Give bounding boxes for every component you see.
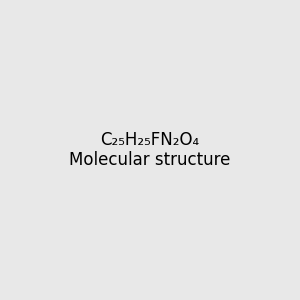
Text: C₂₅H₂₅FN₂O₄
Molecular structure: C₂₅H₂₅FN₂O₄ Molecular structure bbox=[69, 130, 231, 170]
